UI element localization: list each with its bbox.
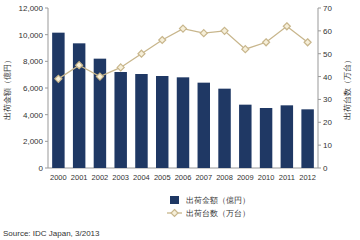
y-tick (45, 114, 48, 115)
y-tick-label: 0 (39, 164, 44, 173)
y2-tick-label: 70 (323, 4, 332, 13)
legend-marker (171, 210, 178, 217)
y-tick (45, 168, 48, 169)
x-tick-label: 2000 (50, 173, 67, 182)
y2-tick-label: 40 (323, 73, 332, 82)
y2-tick-label: 30 (323, 95, 332, 104)
line-marker (138, 50, 145, 57)
legend-label: 出荷金額（億円） (186, 196, 250, 205)
bar (156, 76, 168, 168)
line-marker (117, 64, 124, 71)
y-tick-label: 8,000 (23, 57, 44, 66)
y-axis-title: 出荷金額（億円） (3, 56, 12, 120)
line-marker (242, 46, 249, 53)
y-tick (45, 8, 48, 9)
y-tick-label: 12,000 (19, 4, 44, 13)
y2-tick-label: 20 (323, 118, 332, 127)
line-marker (96, 73, 103, 80)
bar (260, 108, 272, 168)
y2-tick (318, 99, 321, 100)
x-tick-label: 2011 (279, 173, 295, 182)
y2-axis-line (318, 8, 319, 168)
bar (114, 72, 126, 168)
x-tick-label: 2002 (92, 173, 109, 182)
bar (177, 77, 189, 168)
y-tick-label: 6,000 (23, 84, 44, 93)
y2-axis-title: 出荷台数（万台） (343, 56, 352, 120)
x-tick-label: 2007 (195, 173, 212, 182)
x-tick-label: 2005 (154, 173, 171, 182)
x-tick-label: 2008 (216, 173, 233, 182)
y2-tick (318, 145, 321, 146)
plot-data (52, 23, 314, 168)
line (58, 26, 307, 79)
line-marker (200, 30, 207, 37)
y2-tick (318, 122, 321, 123)
legend-swatch (170, 196, 179, 204)
y-tick-label: 10,000 (19, 31, 44, 40)
bar (239, 105, 251, 168)
x-tick-label: 2010 (258, 173, 275, 182)
y-tick (45, 61, 48, 62)
x-tick-label: 2004 (133, 173, 150, 182)
line-marker (304, 39, 311, 46)
y-tick-label: 4,000 (23, 111, 44, 120)
bar (281, 105, 293, 168)
bar (198, 83, 210, 168)
y2-tick (318, 8, 321, 9)
y2-tick-label: 60 (323, 27, 332, 36)
line-marker (263, 39, 270, 46)
y-tick (45, 141, 48, 142)
y-tick-label: 2,000 (23, 137, 44, 146)
y2-tick-label: 10 (323, 141, 332, 150)
bar (52, 33, 64, 168)
legend-label: 出荷台数（万台） (186, 209, 250, 218)
y2-tick (318, 30, 321, 31)
y-tick (45, 88, 48, 89)
y2-tick (318, 168, 321, 169)
bar (301, 109, 313, 168)
line-marker (159, 37, 166, 44)
y2-tick (318, 76, 321, 77)
y2-tick-label: 0 (323, 164, 328, 173)
y2-tick-label: 50 (323, 50, 332, 59)
bar (218, 89, 230, 168)
x-tick-label: 2012 (299, 173, 316, 182)
x-tick-label: 2006 (175, 173, 192, 182)
chart: 0 2,000 4,000 6,000 8,000 10,000 12,000 0 10 20 30… (0, 0, 360, 240)
bar (135, 74, 147, 168)
x-tick-label: 2001 (71, 173, 88, 182)
line-marker (221, 27, 228, 34)
y-tick (45, 34, 48, 35)
bar (73, 43, 85, 168)
line-marker (55, 75, 62, 82)
line-marker (283, 23, 290, 30)
line-marker (76, 62, 83, 69)
y2-tick (318, 53, 321, 54)
x-tick-label: 2003 (112, 173, 129, 182)
source-note: Source: IDC Japan, 3/2013 (3, 229, 100, 238)
x-tick-label: 2009 (237, 173, 254, 182)
line-marker (180, 25, 187, 32)
